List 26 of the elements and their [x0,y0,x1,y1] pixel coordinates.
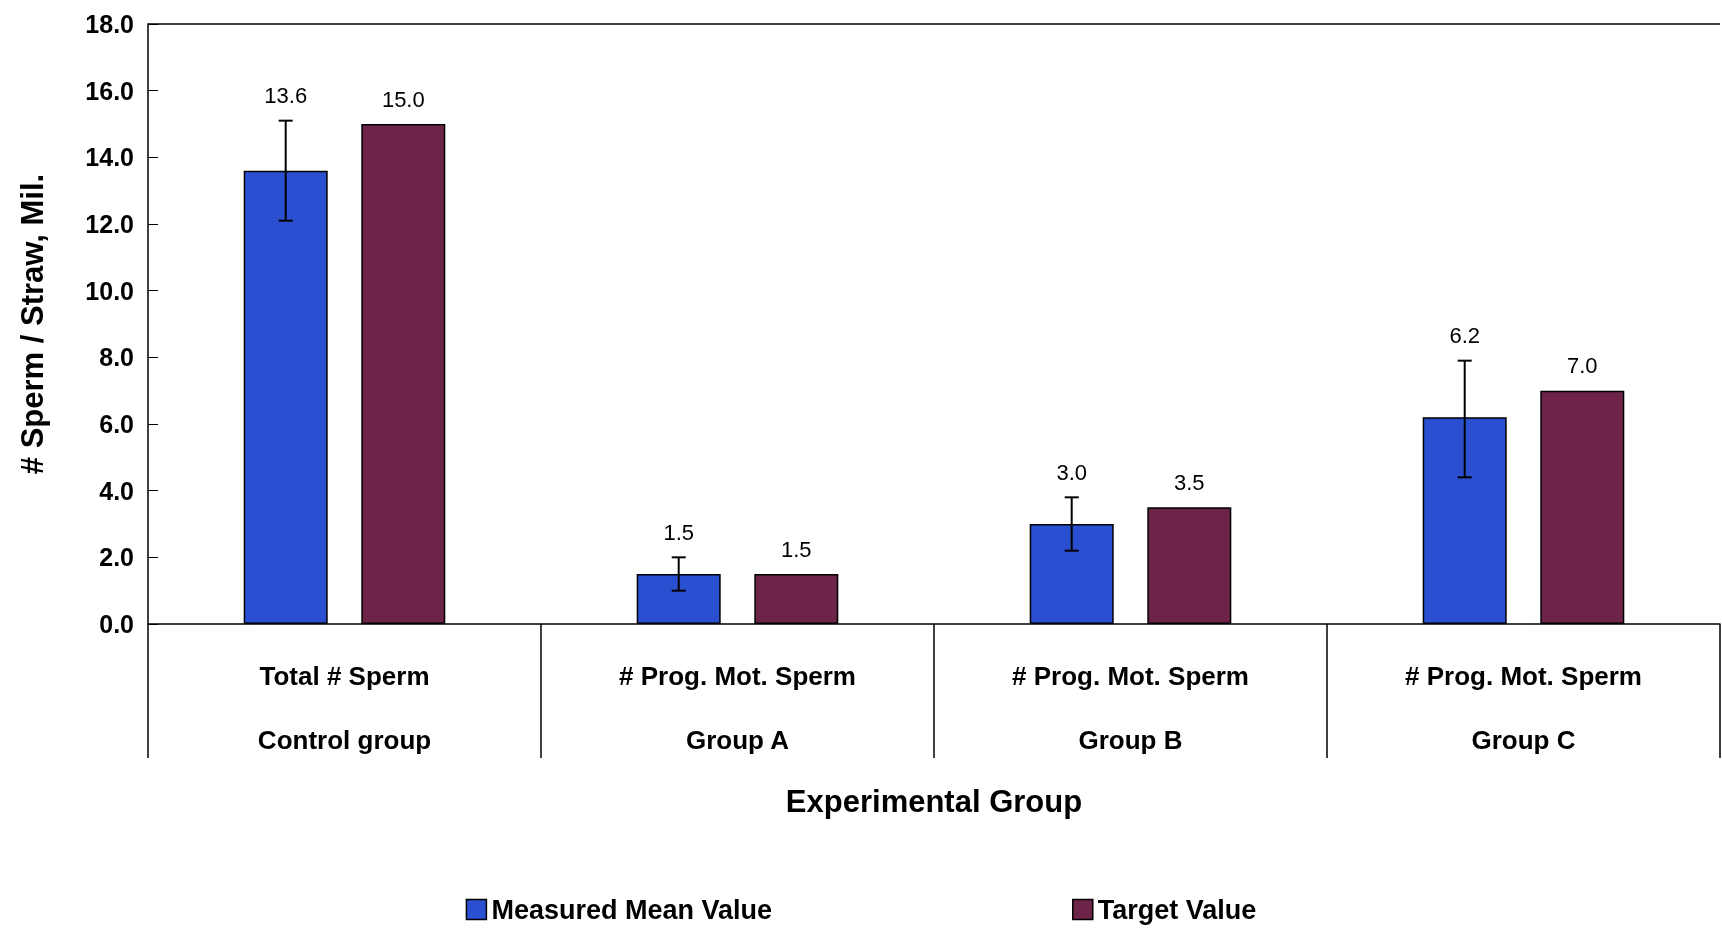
data-label: 13.6 [264,83,308,109]
y-tick-label: 16.0 [85,76,134,105]
data-label: 3.5 [1174,469,1205,495]
y-tick-label: 12.0 [85,210,134,238]
legend-label: Target Value [1097,894,1257,925]
category-label: Total # Sperm Control group [257,661,432,755]
data-label: 1.5 [663,519,694,545]
data-label: 7.0 [1567,353,1598,379]
data-label: 3.0 [1056,459,1087,485]
y-tick-label: 18.0 [85,10,134,38]
category-label: # Prog. Mot. Sperm Group A [619,661,856,755]
category-label: # Prog. Mot. Sperm Group C [1405,661,1642,755]
y-tick-label: 6.0 [99,410,134,438]
y-tick-label: 4.0 [99,476,134,505]
data-label: 15.0 [381,86,425,112]
y-tick-label: 8.0 [99,343,134,372]
y-tick-label: 14.0 [85,143,134,172]
data-label: 6.2 [1449,323,1480,349]
x-axis-title: Experimental Group [785,784,1083,819]
y-tick-label: 0.0 [99,610,134,638]
y-tick-label: 2.0 [99,543,134,572]
y-axis-title: # Sperm / Straw, Mil. [15,173,50,475]
category-label: # Prog. Mot. Sperm Group B [1012,661,1249,755]
y-tick-label: 10.0 [85,276,134,305]
data-label: 1.5 [781,536,812,562]
legend-label: Measured Mean Value [491,894,773,925]
